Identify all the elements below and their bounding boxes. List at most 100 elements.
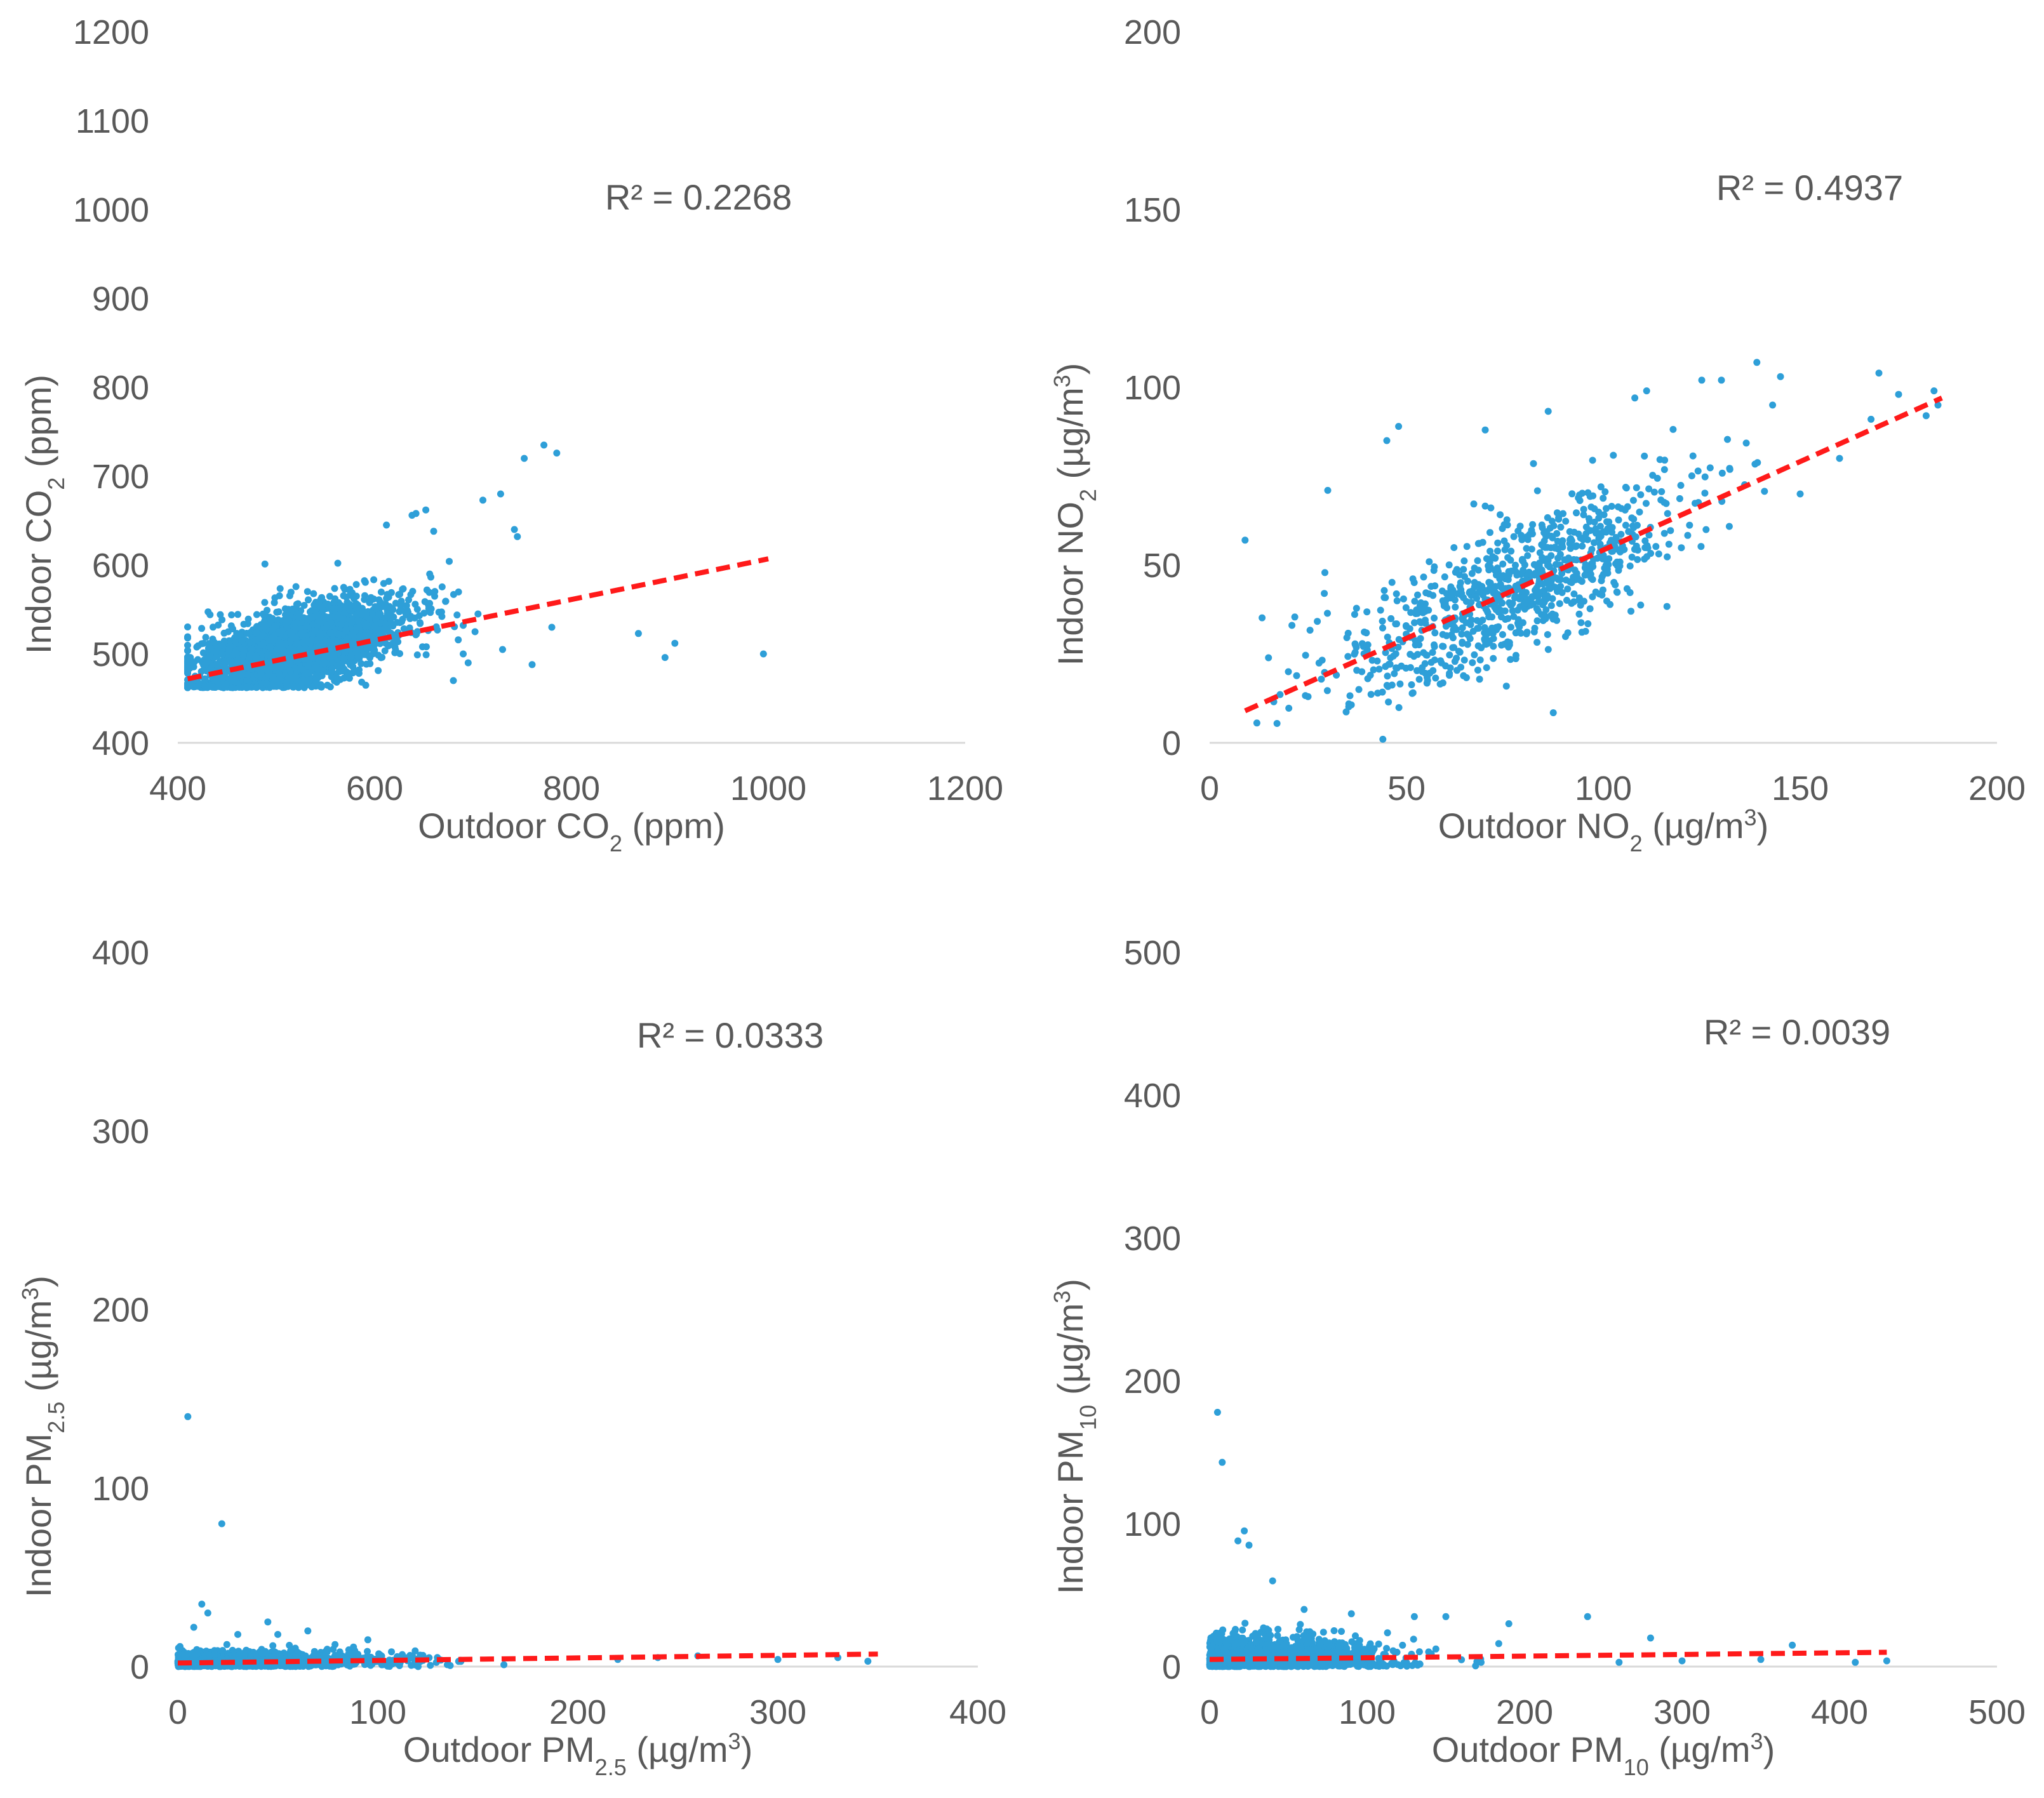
y-tick-label: 300 xyxy=(92,1112,149,1150)
data-point xyxy=(1452,603,1459,611)
y-tick-label: 600 xyxy=(92,547,149,585)
data-point xyxy=(1474,557,1481,564)
data-point xyxy=(315,599,323,607)
data-point xyxy=(425,605,432,613)
data-point xyxy=(209,683,217,691)
data-point xyxy=(388,1648,395,1656)
data-point xyxy=(1591,518,1598,526)
data-point xyxy=(377,610,384,618)
data-point xyxy=(1321,590,1328,597)
data-point xyxy=(1387,615,1395,622)
data-point xyxy=(269,615,276,622)
data-point xyxy=(377,589,385,596)
data-point xyxy=(1641,452,1648,460)
data-point xyxy=(1265,654,1272,662)
data-point xyxy=(1259,614,1266,622)
data-point xyxy=(1576,497,1584,504)
data-point xyxy=(308,683,316,691)
data-point xyxy=(1678,544,1685,552)
data-point xyxy=(1564,585,1572,593)
data-point xyxy=(1626,563,1634,569)
y-tick-label: 0 xyxy=(1162,724,1181,762)
data-point xyxy=(1379,617,1386,625)
data-point xyxy=(1627,608,1634,615)
data-point xyxy=(184,623,191,630)
data-point xyxy=(1664,553,1671,561)
x-tick-label: 800 xyxy=(543,769,600,808)
data-point xyxy=(1422,589,1430,597)
data-point xyxy=(304,662,312,670)
data-point xyxy=(303,622,311,630)
data-point xyxy=(389,605,396,612)
data-point xyxy=(230,650,237,658)
data-point xyxy=(1490,587,1497,594)
data-point xyxy=(1645,485,1653,493)
data-point xyxy=(1382,594,1389,601)
data-point xyxy=(1544,408,1552,415)
data-point xyxy=(1542,543,1549,551)
data-point xyxy=(1591,505,1598,512)
y-tick-label: 400 xyxy=(92,724,149,762)
data-point xyxy=(1476,676,1483,683)
data-point xyxy=(276,645,283,653)
data-point xyxy=(1507,547,1515,555)
data-point xyxy=(1589,563,1597,570)
data-point xyxy=(450,590,457,598)
data-point xyxy=(1562,517,1570,525)
data-point xyxy=(1777,373,1784,380)
data-point xyxy=(1596,523,1604,530)
data-point xyxy=(398,618,406,625)
data-point xyxy=(1375,665,1383,673)
data-point xyxy=(1525,569,1533,577)
data-point xyxy=(1523,629,1531,636)
x-tick-label: 0 xyxy=(168,1693,187,1731)
data-point xyxy=(264,651,271,659)
data-point xyxy=(1483,587,1491,595)
data-point xyxy=(1549,610,1556,618)
data-point xyxy=(395,591,403,599)
data-point xyxy=(277,629,285,636)
data-point xyxy=(1475,625,1483,632)
data-point xyxy=(1836,455,1843,462)
data-point xyxy=(479,496,486,504)
data-point xyxy=(358,678,366,686)
data-point xyxy=(1544,631,1551,638)
data-point xyxy=(1637,491,1645,498)
y-tick-label: 100 xyxy=(1124,369,1181,407)
y-tick-label: 1000 xyxy=(73,191,149,229)
data-point xyxy=(1388,578,1396,586)
data-point xyxy=(1702,526,1710,533)
data-point xyxy=(460,650,467,658)
data-point xyxy=(397,602,404,609)
data-point xyxy=(381,647,389,655)
data-point xyxy=(1642,500,1650,507)
data-point xyxy=(455,636,462,644)
data-point xyxy=(1318,676,1325,683)
data-point xyxy=(1510,533,1518,540)
data-point xyxy=(244,672,252,679)
data-point xyxy=(1761,488,1768,495)
data-point xyxy=(1557,523,1565,531)
data-point xyxy=(1632,533,1640,541)
data-point xyxy=(328,665,336,672)
data-point xyxy=(1450,644,1458,651)
data-point xyxy=(1658,488,1666,495)
data-point xyxy=(1556,600,1563,608)
data-point xyxy=(1769,401,1777,409)
data-point xyxy=(1384,683,1392,690)
data-point xyxy=(759,650,767,658)
data-point xyxy=(1456,648,1464,656)
data-point xyxy=(1554,576,1562,583)
data-point xyxy=(1392,650,1399,658)
data-point xyxy=(316,633,324,641)
data-point xyxy=(1568,579,1575,587)
data-point xyxy=(1494,539,1502,547)
data-point xyxy=(1377,606,1384,614)
data-point xyxy=(369,610,376,618)
data-point xyxy=(1531,625,1539,632)
data-point xyxy=(1456,583,1464,590)
data-point xyxy=(1598,577,1605,585)
data-point xyxy=(1566,528,1573,535)
